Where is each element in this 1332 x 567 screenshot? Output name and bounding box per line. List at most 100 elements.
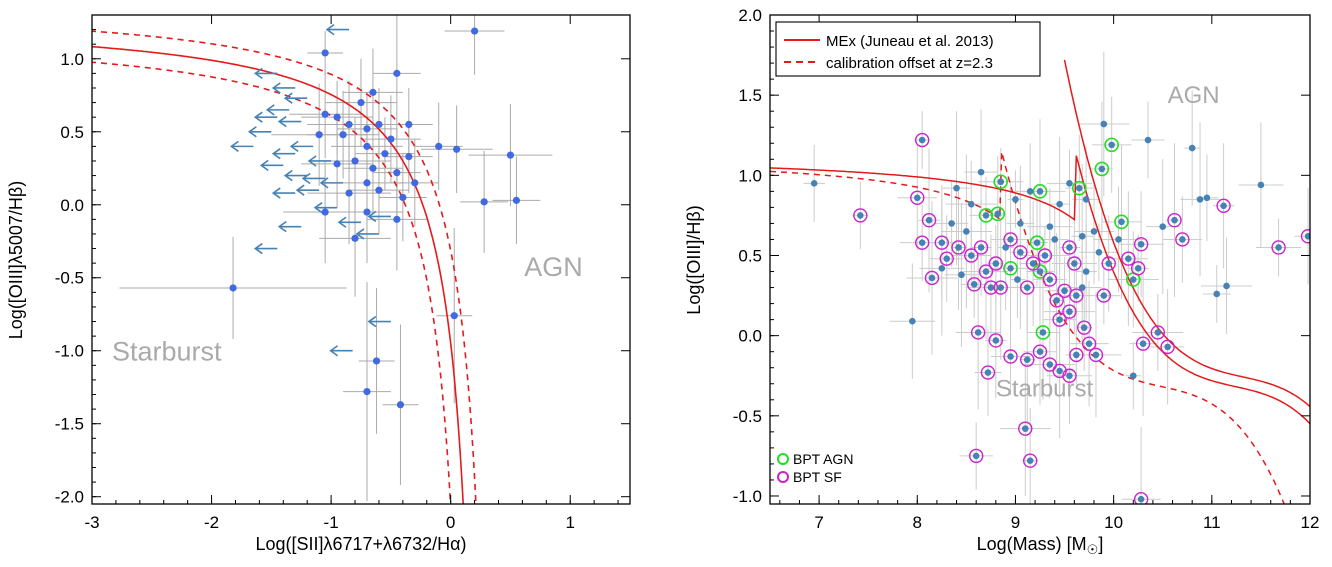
right-bpt-sf-ring bbox=[1013, 245, 1028, 260]
legend-mex-label: MEx (Juneau et al. 2013) bbox=[826, 33, 994, 50]
right-plot-frame bbox=[769, 14, 1311, 505]
arrow-head bbox=[253, 111, 263, 123]
right-point bbox=[943, 255, 951, 262]
right-y-tick-label: 1.5 bbox=[738, 86, 762, 105]
right-point bbox=[1046, 223, 1054, 230]
right-bpt-sf-ring bbox=[1160, 339, 1175, 355]
left-curve-dashed bbox=[92, 30, 477, 504]
right-point bbox=[1078, 284, 1086, 291]
right-y-axis-label: Log([OIII]/Hβ) bbox=[684, 205, 704, 314]
right-point bbox=[997, 178, 1005, 186]
left-point bbox=[405, 120, 413, 129]
left-y-tick-label: -1.0 bbox=[55, 342, 84, 361]
right-bpt-sf-ring bbox=[964, 248, 979, 263]
right-curve-mex-upper-branch bbox=[1063, 59, 1310, 408]
right-bpt-agn-ring bbox=[1114, 214, 1129, 230]
right-point bbox=[1066, 308, 1073, 315]
right-bpt-sf-ring bbox=[1020, 352, 1035, 367]
left-point bbox=[393, 69, 401, 77]
left-point bbox=[480, 198, 488, 206]
right-x-tick-label: 8 bbox=[913, 513, 922, 532]
right-point bbox=[984, 369, 992, 376]
left-upper-limit-arrow bbox=[329, 345, 353, 357]
right-bpt-sf-ring bbox=[1069, 288, 1084, 303]
left-y-tick-label: 1.0 bbox=[60, 50, 84, 69]
right-annotation-agn: AGN bbox=[1168, 82, 1220, 109]
right-bpt-sf-ring bbox=[1121, 251, 1136, 266]
left-upper-limit-arrow bbox=[259, 159, 284, 172]
panel-mex-diagram: 7 8 9 10 11 12 -1.0 -0.5 0.0 0.5 1.0 1.5 2.0 AGN Sta… bbox=[684, 6, 1319, 557]
left-curve-solid bbox=[92, 45, 464, 504]
right-point bbox=[1134, 265, 1142, 272]
right-bpt-sf-ring bbox=[1052, 312, 1067, 327]
left-point bbox=[506, 151, 515, 159]
left-upper-limit-arrow bbox=[253, 242, 278, 255]
left-point bbox=[381, 150, 389, 158]
right-bpt-sf-ring bbox=[1130, 261, 1146, 276]
arrow-head bbox=[301, 172, 311, 185]
left-upper-limit-arrow bbox=[367, 315, 391, 328]
right-point bbox=[1085, 340, 1093, 347]
right-bpt-sf-ring bbox=[914, 235, 930, 250]
right-point bbox=[1108, 141, 1115, 149]
left-upper-limit-arrows bbox=[230, 23, 391, 357]
right-point bbox=[1082, 196, 1090, 203]
right-x-tick-label: 10 bbox=[1104, 513, 1123, 532]
right-bpt-sf-ring bbox=[1069, 347, 1084, 363]
right-point bbox=[1164, 343, 1171, 351]
right-point bbox=[1179, 236, 1186, 243]
right-bpt-sf-ring bbox=[967, 277, 982, 292]
right-bpt-sf-ring bbox=[1133, 237, 1149, 252]
right-point bbox=[1046, 361, 1054, 368]
left-point bbox=[405, 152, 413, 161]
left-point bbox=[375, 120, 383, 129]
right-point bbox=[992, 337, 1000, 344]
right-point bbox=[1046, 276, 1054, 283]
left-point bbox=[512, 196, 521, 204]
right-point bbox=[938, 265, 946, 272]
right-point bbox=[1023, 356, 1031, 364]
arrow-head bbox=[295, 184, 305, 196]
right-point bbox=[810, 180, 818, 187]
left-point bbox=[399, 193, 407, 202]
right-point bbox=[918, 239, 926, 246]
right-bpt-agn-ring bbox=[1003, 261, 1018, 276]
right-bpt-sf-ring bbox=[1042, 272, 1058, 287]
left-point bbox=[372, 357, 381, 365]
right-bpt-agn-ring bbox=[1029, 235, 1045, 250]
right-bpt-sf-ring bbox=[1150, 325, 1166, 340]
right-point bbox=[1095, 248, 1103, 256]
right-point bbox=[1066, 244, 1073, 251]
right-bpt-sf-ring bbox=[1067, 256, 1082, 271]
left-upper-limit-arrow bbox=[283, 92, 308, 104]
left-upper-limit-arrow bbox=[277, 221, 302, 233]
left-point bbox=[345, 120, 353, 129]
right-point bbox=[1073, 351, 1080, 359]
right-point bbox=[1053, 297, 1060, 304]
arrow-head bbox=[355, 228, 365, 240]
right-point bbox=[925, 216, 933, 224]
right-point bbox=[1029, 260, 1037, 267]
right-bpt-sf-ring bbox=[1135, 336, 1151, 351]
right-bpt-sf-ring bbox=[1025, 256, 1041, 271]
left-upper-limit-arrow bbox=[271, 148, 296, 160]
left-upper-limit-arrow bbox=[271, 187, 296, 199]
right-bpt-sf-ring bbox=[1088, 347, 1104, 363]
right-point bbox=[1188, 144, 1196, 152]
right-bpt-sf-ring bbox=[853, 208, 868, 223]
legend-offset-label: calibration offset at z=2.3 bbox=[826, 55, 993, 72]
right-x-axis-label-main: Log(Mass) [M bbox=[977, 534, 1087, 554]
right-bpt-sf-ring bbox=[1018, 421, 1033, 436]
right-bpt-sf-ring bbox=[1003, 232, 1018, 247]
right-point bbox=[1223, 282, 1230, 290]
right-point bbox=[1026, 188, 1034, 195]
right-point bbox=[1026, 457, 1034, 465]
right-point bbox=[1017, 220, 1024, 227]
right-y-tick-label: 0.5 bbox=[738, 246, 762, 265]
right-bpt-sf-ring bbox=[1042, 357, 1058, 372]
right-bpt-agn-ring bbox=[1104, 137, 1119, 153]
left-upper-limit-arrow bbox=[283, 169, 308, 182]
left-point bbox=[363, 179, 371, 187]
left-point bbox=[470, 27, 479, 35]
right-point bbox=[1051, 236, 1059, 243]
